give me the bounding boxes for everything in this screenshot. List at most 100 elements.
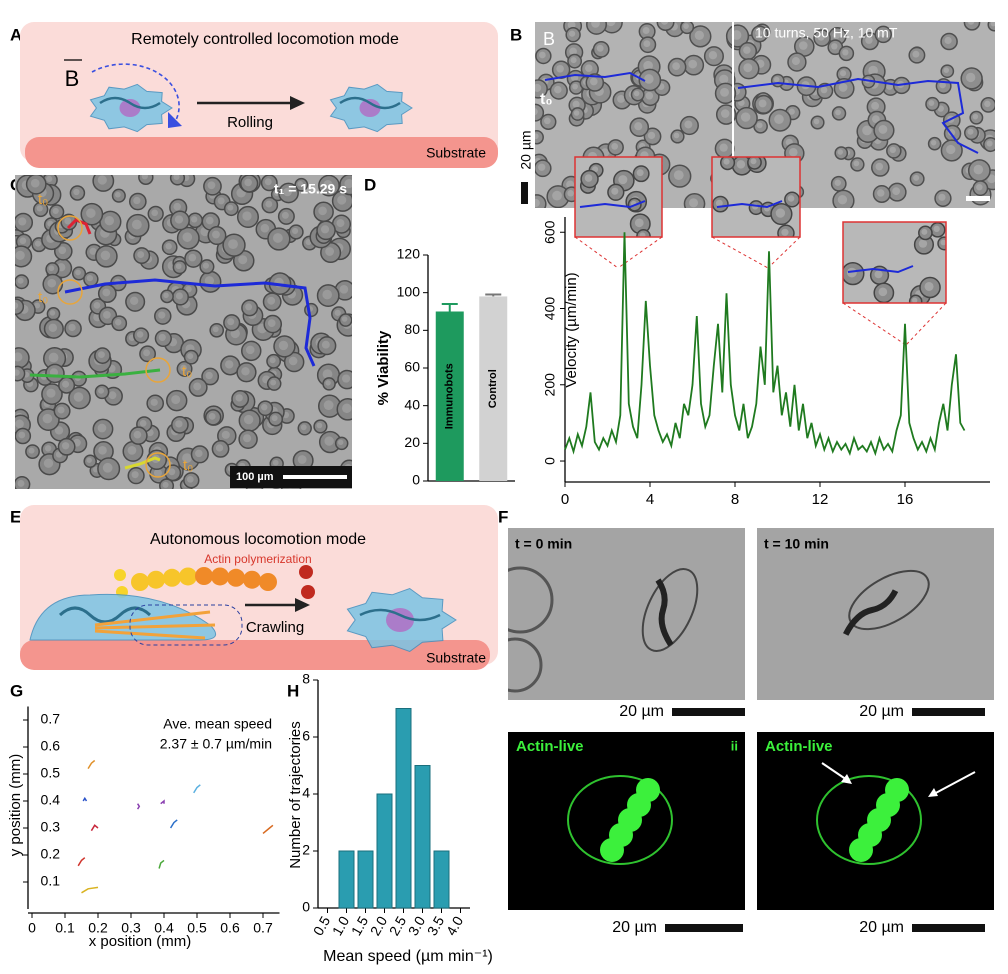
cell-center [162, 481, 169, 488]
micrograph [15, 175, 352, 489]
stain-label: Actin-live [516, 738, 584, 755]
motion-label: Rolling [227, 114, 273, 131]
cell-center [221, 430, 230, 439]
cell-center [205, 371, 213, 380]
cell-center [874, 270, 883, 279]
cell-center [139, 420, 147, 427]
cell-center [842, 49, 849, 56]
cell-center [875, 162, 884, 171]
cell-center [131, 219, 142, 230]
scale-bar [912, 708, 985, 716]
trajectory [81, 886, 99, 894]
cell-center [269, 357, 276, 364]
cell-center [743, 63, 753, 73]
cell-center [672, 62, 680, 71]
cell-center [337, 439, 344, 446]
immunobot-segment [600, 838, 624, 862]
actin-fiber [94, 610, 216, 640]
cell-center [743, 46, 751, 54]
y-tick-label: 0.1 [41, 873, 61, 889]
cell-center [36, 205, 43, 212]
cell-center [569, 30, 576, 37]
cell-center [573, 110, 580, 116]
t0-circle [57, 279, 83, 305]
actin-bead [114, 569, 126, 581]
cell-center [193, 382, 202, 391]
arrow-head [295, 598, 310, 612]
x-tick-label: 4 [646, 491, 654, 508]
field-label: B [65, 66, 80, 91]
cell-center [57, 406, 65, 414]
trajectory [29, 368, 161, 379]
cell-center [297, 455, 307, 464]
cell-center [673, 132, 680, 139]
cell-center [789, 148, 798, 157]
caption: 10 turns, 50 Hz, 10 mT [755, 25, 898, 41]
cell-center [243, 434, 252, 443]
cell-center [606, 22, 616, 27]
process-label: Actin polymerization [204, 552, 311, 566]
time-label: t = 10 min [764, 536, 829, 552]
cell-center [42, 413, 53, 424]
arrow-head [290, 96, 305, 110]
actin-bead [301, 585, 315, 599]
x-tick-label: 0.1 [55, 920, 75, 936]
y-axis-label: % Viability [375, 330, 392, 405]
cell-center [212, 326, 219, 333]
cell-center [208, 412, 216, 420]
actin-bead [299, 565, 313, 579]
x-tick-label: 1.0 [329, 913, 353, 938]
y-axis-label: y position (mm) [7, 754, 24, 857]
cell-center [673, 170, 684, 181]
panel-label: D [364, 175, 376, 194]
y-tick-label: 0.5 [41, 765, 61, 781]
panel-label: F [498, 507, 508, 526]
substrate-label: Substrate [426, 650, 486, 666]
cell-center [182, 232, 193, 242]
scale-label: 20 µm [518, 130, 534, 169]
cell-center [238, 255, 248, 265]
cell-center [535, 133, 539, 140]
cell-center [589, 77, 598, 86]
cell-outline [567, 775, 673, 865]
cell-center [868, 65, 878, 76]
cell-center [877, 189, 885, 197]
cell-center [300, 424, 307, 431]
cell-center [853, 160, 860, 167]
t0-label: t₀ [38, 191, 48, 208]
x-axis-label: x position (mm) [89, 933, 192, 950]
trajectory [544, 71, 646, 82]
cell-center [215, 444, 224, 452]
cell-center [297, 181, 304, 187]
x-tick-label: 0.7 [253, 920, 273, 936]
y-tick-label: 0 [302, 899, 310, 915]
cell-center [572, 100, 580, 108]
cell-center [133, 196, 141, 205]
cell-center [86, 208, 96, 218]
cell-center [758, 99, 767, 108]
cell-center [68, 323, 76, 332]
trajectory [158, 859, 165, 869]
scale-label: 20 µm [619, 703, 664, 720]
actin-bead [147, 570, 165, 589]
trajectory [124, 456, 161, 470]
cell-center [535, 83, 542, 92]
cell-center [102, 288, 111, 297]
cell-center [990, 22, 995, 27]
cell-center [195, 449, 203, 458]
cell-center [175, 420, 183, 428]
error-bar [485, 293, 502, 297]
cell-center [217, 197, 225, 205]
panel-label: G [10, 681, 23, 700]
cell-center [86, 457, 92, 463]
cell-center [158, 333, 166, 341]
cell-center [143, 349, 151, 357]
cell-center [342, 374, 351, 383]
actin-bead [179, 567, 197, 586]
y-tick-label: 6 [302, 728, 310, 744]
cell-center [647, 131, 656, 140]
cell-center [337, 195, 347, 205]
cell-center [274, 190, 280, 197]
actin-bead [259, 573, 277, 591]
